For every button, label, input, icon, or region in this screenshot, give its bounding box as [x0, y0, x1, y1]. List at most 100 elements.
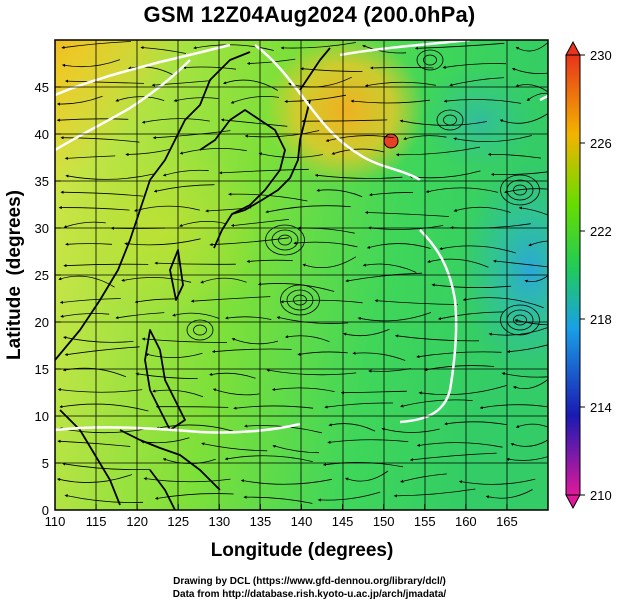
streamline: [316, 188, 363, 198]
streamline: [57, 439, 131, 447]
streamline: [409, 452, 497, 462]
streamline: [479, 404, 548, 410]
streamline: [59, 403, 149, 412]
x-tick-label: 125: [167, 514, 189, 529]
streamline: [233, 405, 314, 410]
streamline-vortex: [278, 234, 292, 246]
streamline: [490, 171, 548, 177]
streamline: [154, 261, 236, 265]
streamline: [124, 238, 201, 246]
x-tick-label: 140: [291, 514, 313, 529]
streamline: [211, 348, 292, 354]
streamline: [515, 83, 548, 93]
streamline: [64, 494, 144, 503]
x-tick-label: 120: [126, 514, 148, 529]
streamline: [280, 42, 356, 50]
streamline: [133, 205, 200, 212]
streamline: [324, 402, 394, 409]
x-tick-label: 155: [414, 514, 436, 529]
streamline: [244, 130, 320, 138]
streamline: [56, 95, 103, 106]
colorbar-tick-label: 226: [590, 136, 612, 151]
streamline: [322, 462, 404, 468]
streamline: [56, 118, 129, 122]
streamline: [506, 344, 548, 354]
streamline-vortex: [500, 174, 540, 206]
streamline: [345, 272, 423, 283]
streamline: [209, 237, 289, 247]
streamline: [209, 372, 256, 379]
streamline: [155, 424, 234, 432]
streamline-vortex: [271, 229, 299, 251]
streamline: [431, 283, 512, 289]
streamline: [59, 427, 151, 434]
colorbar-bottom-arrow: [565, 494, 581, 510]
grid: [55, 40, 548, 510]
streamline: [60, 136, 140, 143]
streamline: [179, 221, 226, 227]
streamline: [524, 275, 548, 283]
plot-title: GSM 12Z04Aug2024 (200.0hPa): [143, 2, 476, 27]
streamline: [60, 313, 110, 318]
streamline-vortex: [193, 324, 207, 336]
isotherm-contours: [55, 40, 548, 434]
streamline: [345, 470, 389, 482]
streamline: [63, 221, 106, 229]
streamline: [59, 298, 121, 304]
streamline: [369, 192, 414, 197]
streamline: [246, 58, 296, 66]
streamline: [145, 352, 203, 359]
streamline-vortex: [280, 284, 320, 316]
streamline: [64, 346, 140, 357]
streamline: [518, 206, 548, 216]
x-tick-label: 130: [208, 514, 230, 529]
plot-area: [55, 40, 548, 510]
streamline: [416, 351, 502, 359]
streamline: [62, 462, 151, 471]
streamline-vortex: [423, 54, 437, 66]
streamline: [115, 312, 165, 320]
streamline: [453, 206, 511, 213]
streamline: [301, 119, 388, 123]
colorbar: 230 226 222 218 214 210: [565, 40, 612, 510]
streamline: [364, 210, 449, 217]
streamline: [63, 263, 149, 268]
streamline: [243, 495, 313, 504]
streamline-vortex: [500, 304, 540, 336]
streamline: [201, 442, 268, 452]
streamline: [449, 77, 505, 87]
streamline-vortex: [513, 314, 527, 326]
streamline: [399, 119, 487, 126]
streamline: [357, 312, 432, 322]
streamline: [225, 316, 272, 320]
streamline: [61, 59, 121, 68]
streamline: [220, 118, 288, 127]
streamline-vortex: [416, 49, 444, 71]
streamline: [425, 187, 499, 194]
colorbar-bar: [565, 54, 581, 496]
streamline: [179, 147, 247, 155]
streamline: [151, 80, 212, 87]
streamline: [212, 388, 260, 396]
streamline: [230, 95, 280, 104]
cool-region-east: [460, 160, 548, 380]
streamline: [512, 379, 548, 390]
streamline: [395, 146, 481, 157]
y-tick-label: 5: [42, 456, 49, 471]
streamline: [140, 46, 186, 54]
streamline: [135, 372, 198, 379]
streamline: [442, 63, 507, 69]
streamline: [395, 334, 479, 342]
streamline: [271, 387, 335, 392]
streamline: [258, 152, 323, 158]
streamline: [56, 474, 133, 483]
streamline: [300, 67, 363, 72]
streamline: [200, 277, 247, 284]
colorbar-tick-label: 230: [590, 48, 612, 63]
y-tick-label: 15: [35, 362, 49, 377]
streamline: [393, 488, 476, 498]
colorbar-tick-label: 218: [590, 312, 612, 327]
streamline: [416, 442, 503, 448]
streamline: [526, 92, 548, 102]
